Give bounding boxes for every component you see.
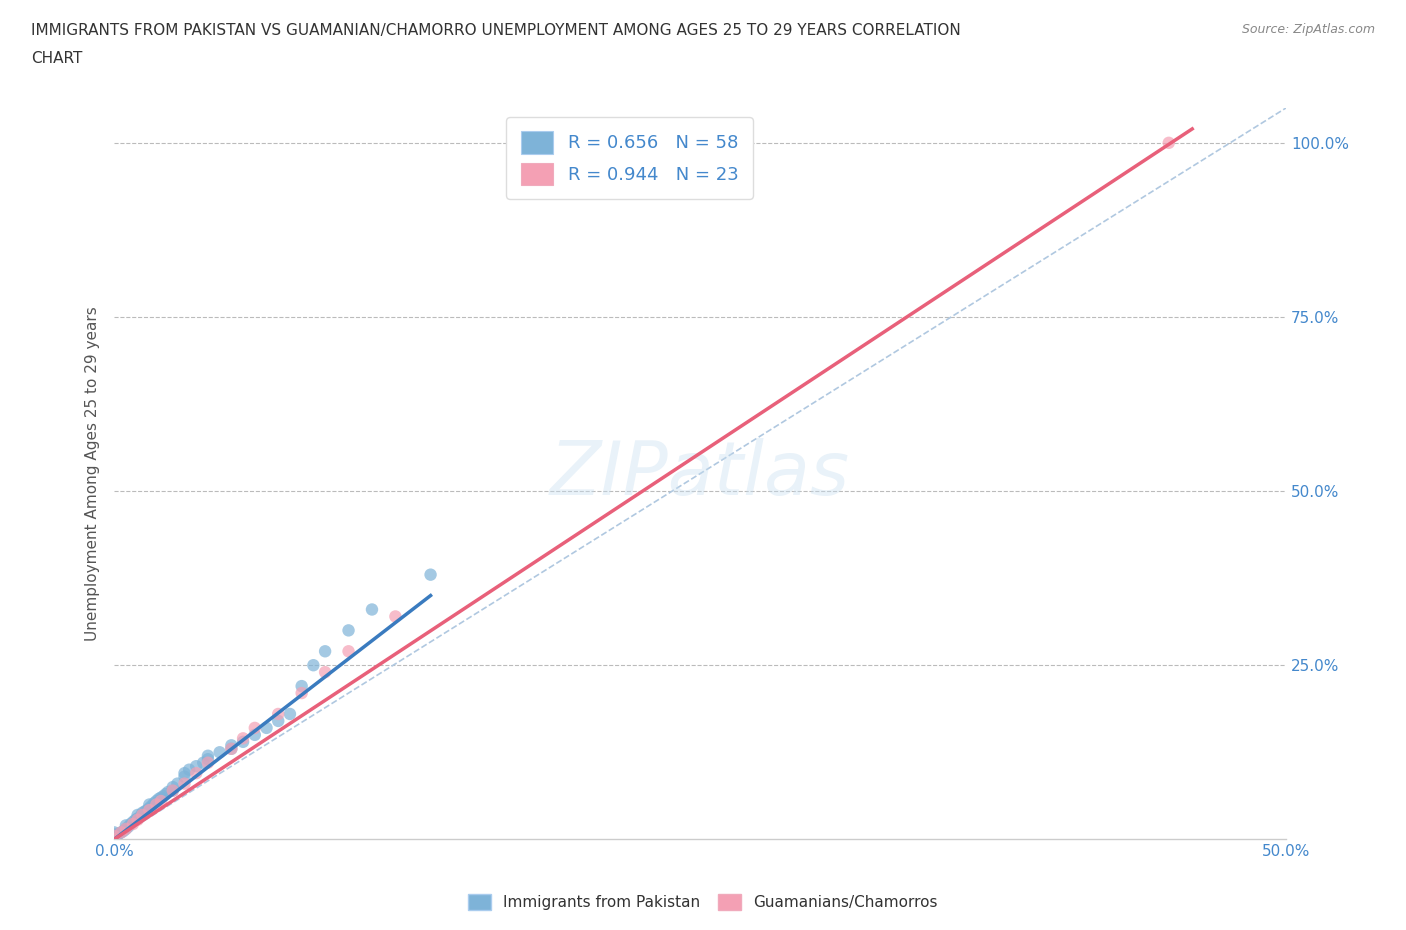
- Point: [112, 824, 135, 839]
- Text: Source: ZipAtlas.com: Source: ZipAtlas.com: [1241, 23, 1375, 36]
- Point: [278, 707, 301, 722]
- Point: [162, 783, 184, 798]
- Point: [115, 821, 138, 836]
- Point: [256, 721, 278, 736]
- Point: [155, 787, 177, 802]
- Point: [186, 765, 208, 780]
- Legend: Immigrants from Pakistan, Guamanians/Chamorros: Immigrants from Pakistan, Guamanians/Cha…: [460, 886, 946, 918]
- Point: [232, 731, 254, 746]
- Point: [221, 741, 243, 756]
- Point: [193, 755, 215, 770]
- Point: [145, 793, 167, 808]
- Point: [361, 602, 384, 617]
- Point: [103, 825, 125, 840]
- Point: [162, 783, 184, 798]
- Point: [314, 665, 336, 680]
- Point: [267, 707, 290, 722]
- Point: [136, 803, 159, 817]
- Point: [108, 827, 131, 842]
- Point: [103, 831, 125, 846]
- Point: [145, 797, 167, 812]
- Point: [302, 658, 325, 672]
- Point: [221, 737, 243, 752]
- Point: [122, 815, 145, 830]
- Point: [115, 821, 138, 836]
- Point: [173, 765, 195, 780]
- Point: [105, 829, 128, 844]
- Point: [208, 745, 231, 760]
- Point: [103, 832, 125, 847]
- Point: [134, 804, 156, 819]
- Point: [141, 799, 163, 814]
- Point: [103, 827, 125, 842]
- Point: [127, 811, 149, 826]
- Point: [103, 829, 125, 844]
- Legend: R = 0.656   N = 58, R = 0.944   N = 23: R = 0.656 N = 58, R = 0.944 N = 23: [506, 117, 754, 199]
- Point: [232, 735, 254, 750]
- Point: [103, 832, 125, 847]
- Point: [173, 769, 195, 784]
- Point: [150, 793, 173, 808]
- Y-axis label: Unemployment Among Ages 25 to 29 years: Unemployment Among Ages 25 to 29 years: [86, 306, 100, 641]
- Point: [103, 832, 125, 847]
- Point: [179, 763, 201, 777]
- Text: CHART: CHART: [31, 51, 83, 66]
- Point: [127, 807, 149, 822]
- Point: [148, 791, 170, 806]
- Point: [138, 797, 160, 812]
- Point: [291, 679, 314, 694]
- Point: [150, 790, 173, 805]
- Point: [221, 741, 243, 756]
- Point: [197, 749, 219, 764]
- Point: [110, 825, 132, 840]
- Point: [337, 623, 360, 638]
- Point: [131, 805, 153, 820]
- Point: [117, 819, 139, 834]
- Point: [337, 644, 360, 658]
- Text: IMMIGRANTS FROM PAKISTAN VS GUAMANIAN/CHAMORRO UNEMPLOYMENT AMONG AGES 25 TO 29 : IMMIGRANTS FROM PAKISTAN VS GUAMANIAN/CH…: [31, 23, 960, 38]
- Text: ZIPatlas: ZIPatlas: [550, 438, 851, 510]
- Point: [127, 813, 149, 828]
- Point: [173, 777, 195, 791]
- Point: [120, 817, 142, 831]
- Point: [162, 779, 184, 794]
- Point: [129, 810, 152, 825]
- Point: [138, 803, 160, 817]
- Point: [314, 644, 336, 658]
- Point: [157, 785, 180, 800]
- Point: [384, 609, 406, 624]
- Point: [122, 817, 145, 831]
- Point: [1157, 136, 1180, 151]
- Point: [115, 818, 138, 833]
- Point: [138, 801, 160, 816]
- Point: [197, 755, 219, 770]
- Point: [197, 751, 219, 766]
- Point: [110, 825, 132, 840]
- Point: [186, 759, 208, 774]
- Point: [103, 829, 125, 844]
- Point: [243, 721, 266, 736]
- Point: [419, 567, 441, 582]
- Point: [291, 685, 314, 700]
- Point: [267, 713, 290, 728]
- Point: [103, 830, 125, 844]
- Point: [103, 830, 125, 845]
- Point: [152, 789, 174, 804]
- Point: [131, 807, 153, 822]
- Point: [243, 727, 266, 742]
- Point: [166, 777, 188, 791]
- Point: [124, 813, 146, 828]
- Point: [143, 796, 166, 811]
